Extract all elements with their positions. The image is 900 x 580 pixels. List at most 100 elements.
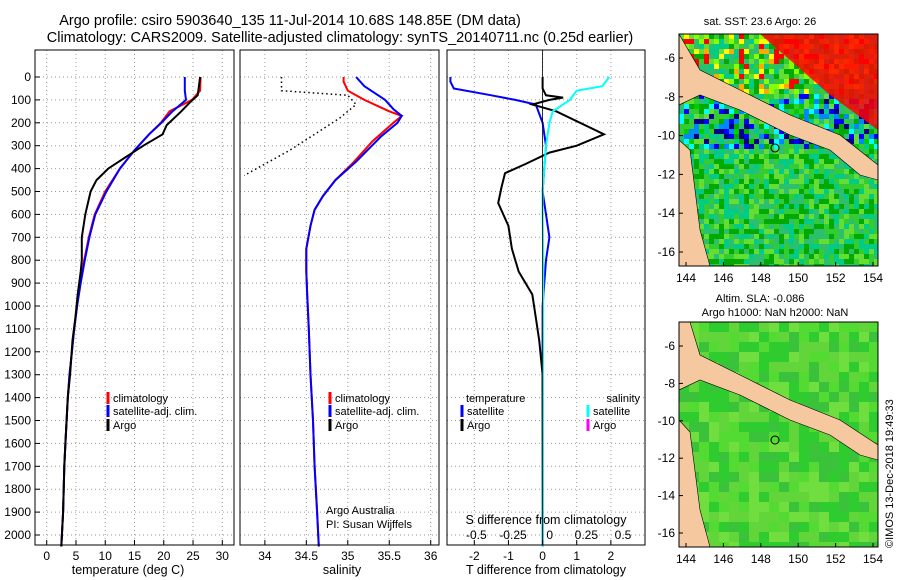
sst-cell	[679, 134, 684, 139]
sst-cell	[704, 214, 709, 219]
sst-cell	[714, 204, 719, 209]
sst-cell	[789, 194, 794, 199]
sst-cell	[764, 124, 769, 129]
sst-cell	[864, 129, 869, 134]
sst-cell	[719, 139, 724, 144]
sla-cell	[869, 402, 878, 412]
sst-cell	[729, 209, 734, 214]
sst-cell	[754, 264, 759, 266]
sst-cell	[704, 234, 709, 239]
sst-cell	[874, 214, 878, 219]
sst-cell	[754, 179, 759, 184]
sst-cell	[764, 44, 769, 49]
sst-cell	[739, 254, 744, 259]
sst-cell	[814, 104, 819, 109]
sst-cell	[724, 109, 729, 114]
lon-tick-label: 152	[826, 552, 846, 566]
sst-cell	[684, 119, 689, 124]
sst-cell	[794, 249, 799, 254]
sst-cell	[779, 129, 784, 134]
y-tick-label: 1900	[4, 505, 31, 519]
sla-cell	[839, 502, 849, 512]
sla-cell	[699, 342, 709, 352]
sst-cell	[739, 229, 744, 234]
sla-cell	[699, 512, 709, 522]
sst-cell	[799, 204, 804, 209]
sst-cell	[744, 39, 749, 44]
sla-cell	[859, 472, 869, 482]
sla-cell	[779, 322, 789, 332]
sla-cell	[839, 342, 849, 352]
sst-cell	[774, 174, 779, 179]
sst-cell	[839, 104, 844, 109]
sst-cell	[724, 259, 729, 264]
sla-cell	[729, 512, 739, 522]
sst-cell	[764, 144, 769, 149]
sst-cell	[849, 139, 854, 144]
sla-cell	[749, 432, 759, 442]
sst-cell	[749, 79, 754, 84]
sst-cell	[694, 99, 699, 104]
sst-cell	[864, 249, 869, 254]
sst-cell	[874, 249, 878, 254]
sla-cell	[839, 462, 849, 472]
sst-cell	[759, 179, 764, 184]
sst-cell	[784, 99, 789, 104]
sst-cell	[799, 254, 804, 259]
sst-cell	[734, 214, 739, 219]
sst-cell	[739, 209, 744, 214]
sst-cell	[849, 234, 854, 239]
sst-cell	[799, 179, 804, 184]
temperature-legend: climatology satellite-adj. clim. Argo	[106, 392, 197, 432]
sst-cell	[784, 79, 789, 84]
sla-cell	[819, 382, 829, 392]
sst-cell	[769, 214, 774, 219]
sla-cell	[799, 472, 809, 482]
sst-cell	[719, 114, 724, 119]
sst-cell	[799, 74, 804, 79]
sst-cell	[774, 99, 779, 104]
sst-cell	[699, 134, 704, 139]
sst-cell	[699, 99, 704, 104]
sst-cell	[764, 94, 769, 99]
sst-cell	[784, 264, 789, 266]
sla-cell	[699, 392, 709, 402]
sst-cell	[844, 134, 849, 139]
sst-cell	[714, 109, 719, 114]
sst-cell	[789, 159, 794, 164]
sst-cell	[749, 179, 754, 184]
sst-cell	[874, 239, 878, 244]
sst-cell	[744, 194, 749, 199]
sst-cell	[734, 234, 739, 239]
sst-cell	[834, 164, 839, 169]
sst-cell	[704, 244, 709, 249]
sst-cell	[839, 259, 844, 264]
sst-cell	[754, 64, 759, 69]
sst-cell	[739, 179, 744, 184]
sla-cell	[759, 352, 769, 362]
x-tick-label: 1	[573, 549, 580, 563]
sst-cell	[809, 264, 814, 266]
sla-cell	[759, 532, 769, 542]
sst-cell	[759, 84, 764, 89]
sla-cell	[749, 342, 759, 352]
sst-cell	[759, 189, 764, 194]
sst-cell	[794, 264, 799, 266]
sst-cell	[694, 174, 699, 179]
sst-cell	[844, 209, 849, 214]
sla-cell	[709, 462, 719, 472]
sst-cell	[789, 79, 794, 84]
sst-cell	[844, 114, 849, 119]
sst-cell	[734, 49, 739, 54]
sst-cell	[869, 254, 874, 259]
sla-cell	[799, 532, 809, 542]
sst-cell	[744, 144, 749, 149]
sst-cell	[824, 239, 829, 244]
sla-cell	[739, 472, 749, 482]
sst-cell	[694, 109, 699, 114]
sst-cell	[819, 94, 824, 99]
sst-cell	[744, 189, 749, 194]
sla-cell	[809, 482, 819, 492]
sla-cell	[849, 392, 859, 402]
sla-cell	[789, 332, 799, 342]
